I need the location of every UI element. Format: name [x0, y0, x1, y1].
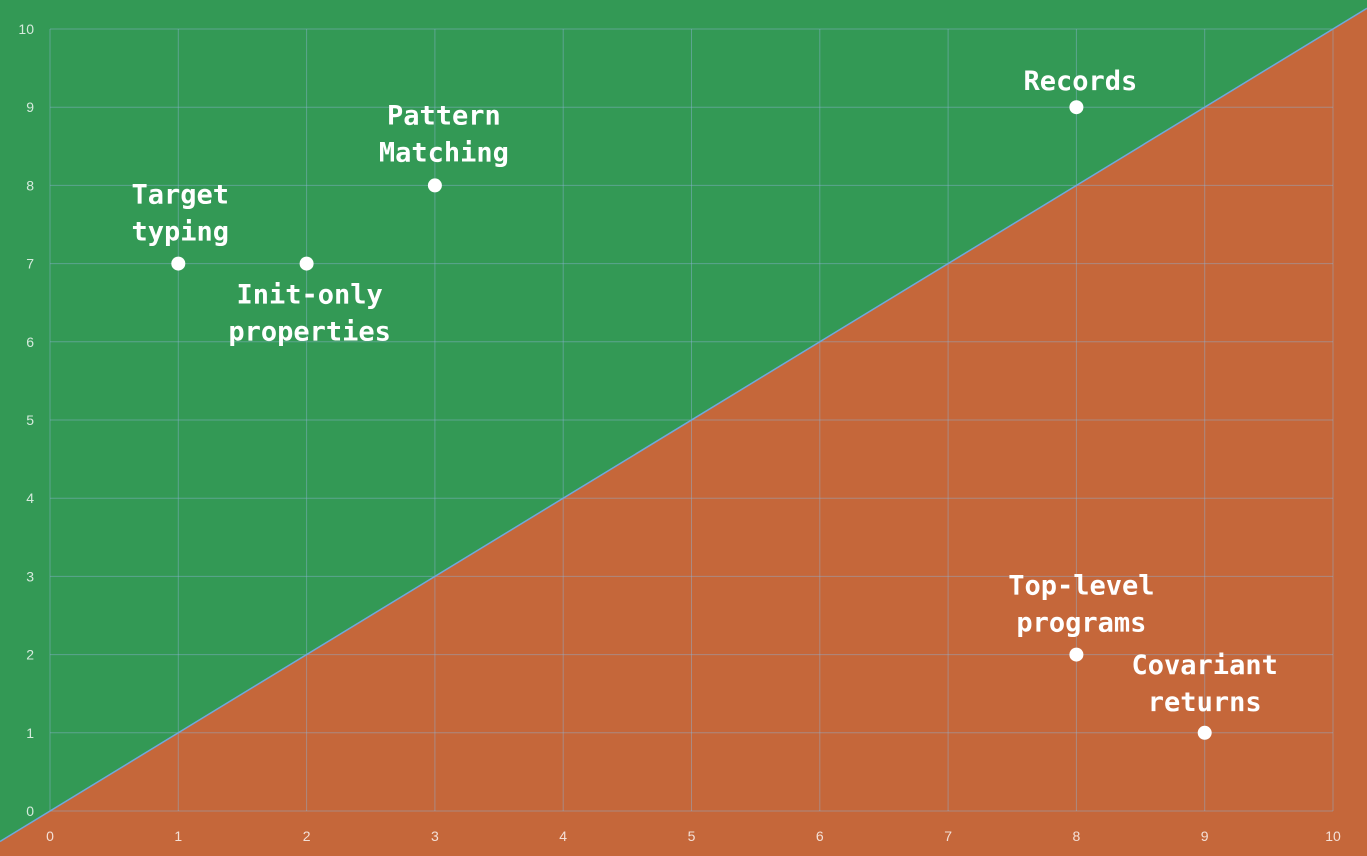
data-point — [171, 256, 186, 271]
data-point — [427, 178, 442, 193]
y-tick-label: 0 — [26, 803, 34, 819]
x-tick-label: 0 — [46, 828, 54, 844]
data-point-label-line: Matching — [379, 137, 509, 168]
data-point — [1197, 725, 1212, 740]
diagonal-line — [0, 7, 1367, 843]
data-point-label-line: programs — [1016, 608, 1146, 639]
data-point-label-line: Target — [132, 180, 230, 211]
data-point-label-line: typing — [132, 217, 230, 248]
data-point-label: Top-level programs — [1008, 571, 1154, 639]
x-tick-label: 3 — [431, 828, 439, 844]
x-tick-label: 2 — [303, 828, 311, 844]
data-point-label-line: Covariant — [1132, 650, 1278, 681]
y-tick-label: 7 — [26, 256, 34, 272]
data-point-label: Records — [1024, 66, 1138, 97]
data-point-label-line: Init-only — [236, 280, 382, 311]
data-point — [1069, 647, 1084, 662]
y-tick-label: 10 — [18, 21, 34, 37]
data-point-label: Init-only properties — [228, 280, 391, 348]
data-points — [171, 100, 1212, 740]
y-tick-label: 2 — [26, 647, 34, 663]
y-tick-label: 5 — [26, 412, 34, 428]
x-tick-label: 6 — [816, 828, 824, 844]
data-point-label-line: Records — [1024, 66, 1138, 97]
grid — [49, 28, 1334, 812]
data-point-label: Pattern Matching — [379, 100, 509, 168]
region-below-diagonal — [0, 8, 1367, 856]
data-point-label-line: Top-level — [1008, 571, 1154, 602]
data-point-label: Covariant returns — [1132, 650, 1278, 718]
data-point-label-line: properties — [228, 317, 391, 348]
x-tick-label: 4 — [559, 828, 567, 844]
x-tick-label: 7 — [944, 828, 952, 844]
x-tick-label: 5 — [688, 828, 696, 844]
y-tick-label: 1 — [26, 725, 34, 741]
x-tick-label: 10 — [1325, 828, 1341, 844]
x-tick-label: 1 — [174, 828, 182, 844]
data-point — [299, 256, 314, 271]
x-axis-ticks: 0 1 2 3 4 5 6 7 8 9 10 — [46, 828, 1341, 844]
y-axis-ticks: 0 1 2 3 4 5 6 7 8 9 10 — [18, 21, 34, 819]
x-tick-label: 9 — [1201, 828, 1209, 844]
y-tick-label: 4 — [26, 490, 34, 506]
y-tick-label: 3 — [26, 568, 34, 584]
data-point-label-line: returns — [1148, 687, 1262, 718]
y-tick-label: 6 — [26, 334, 34, 350]
data-point-labels: Target typing Init-only properties Pattern Ma… — [132, 66, 1278, 718]
x-tick-label: 8 — [1073, 828, 1081, 844]
data-point-label: Target typing — [132, 180, 230, 248]
y-tick-label: 9 — [26, 99, 34, 115]
data-point-label-line: Pattern — [387, 100, 501, 131]
data-point — [1069, 100, 1084, 115]
y-tick-label: 8 — [26, 177, 34, 193]
